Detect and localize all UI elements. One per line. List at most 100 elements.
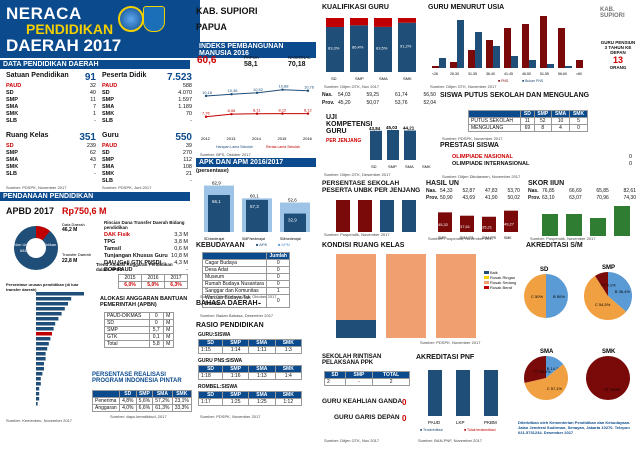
pie-slice [586,356,630,400]
iiun-prov-row: 63,10 63,07 70,96 74,30 [542,195,636,201]
persen-bar [36,292,84,296]
list-item-key: SMK [102,171,115,177]
list-item-value: 4,3 M [174,260,188,266]
trend-val-2016: 5,0% [141,281,165,289]
list-item-key: SLB [6,118,17,124]
src-rasio: Sumber: PDSPK, November 2017 [200,414,261,419]
list-item-key: SMK [102,111,115,117]
src-kualifikasi: Sumber: Ditjen GTK, Nov 2017 [324,84,380,89]
pie-slice-label: TT 100% [604,387,621,392]
value-cell: 45,20 [338,100,351,106]
persen-bar [36,302,68,306]
list-item-value: 32 [89,83,96,89]
table-cell: Desa Adat [201,266,268,274]
ukg-x-tick: SMK [422,164,431,169]
unbk-bar-chart [336,200,416,232]
ipm-point [204,115,208,118]
table-row: Penerima 4,8% 5,6% 57,2% 23,1% [92,397,193,405]
list-item-value: 11 [90,97,96,103]
peserta-total: 7.523 [166,72,192,83]
list-item-key: SMP [102,97,114,103]
list-item-value: 1.189 [178,104,192,110]
list-item-key: SMA [102,164,115,170]
ipm-point [204,94,208,98]
peserta-didik-block: Peserta Didik 7.523 PAUD 588 SD 4.070 SMP 1.59… [102,72,192,125]
value-cell: 63,10 [542,195,555,201]
footer-text: Diterbitkan oleh Kementerian Pendidikan … [518,420,631,435]
trend-val-2015: 6,0% [118,281,142,289]
ipm-nasional: 70,18 [288,61,306,68]
table-header-cell: SMP [222,365,250,373]
ukg-bar-label: 44,21 [403,126,415,131]
table-cell: SD [104,319,150,327]
donut-label-transfer: Transfer Daerah [62,252,91,257]
list-item-key: SMA [102,104,115,110]
ipm-nas-label: NASIONAL [288,55,311,60]
table-cell: M [162,333,175,341]
list-item: TPG 3,8 M [104,239,188,246]
apk-bar [246,199,268,232]
iiun-nas-row: 76,85 66,69 65,85 82,61 [542,188,636,194]
list-item-value: - [94,118,96,124]
pie-slice [584,275,627,320]
table-cell: Cagar Budaya [201,259,268,267]
hasil-bar [460,215,474,232]
table-header-cell: SMP [222,391,250,399]
table-cell: M [162,326,175,334]
table-cell: 1:17 [197,398,224,406]
pnf-x-tick: PKBM [484,420,497,425]
list-item-key: TPG [104,239,116,245]
guru-siswa-title: GURU:SISWA [198,332,231,338]
list-item-value: 112 [183,157,192,163]
putus-title: SISWA PUTUS SEKOLAH DAN MENGULANG [440,92,590,99]
pie-slice-label: B 14,3% [547,366,563,371]
usia-x-tick: 56-60 [558,72,567,76]
list-item: Tamsil 0,6 M [104,246,188,253]
value-cell: 65,85 [596,188,609,194]
pie-slice-label: B 50% [553,294,565,299]
hasil-bar-label: 37,61 [460,224,471,229]
rincian-title: Rincian Dana Transfer Daerah Bidang pend… [104,220,185,230]
table-row: Total 5,8 M [104,340,175,348]
usia-bar-bukan [439,58,446,68]
bahasa-value: - [258,298,261,308]
trend-title: Trend Alokasi Anggaran Pendidikan dalam … [96,262,173,272]
ipm-x-tick: 2016 [303,136,313,141]
table-header-cell: SD [324,371,346,379]
table-row: 2-2 [324,378,410,386]
table-row: PUTUS SEKOLAH 11 52 10 5 [467,117,588,125]
ipm-point [281,112,284,115]
pensiun-unit: ORANG [609,65,627,70]
trend-year-2017: 2017 [164,274,188,282]
hasil-prov-row: 50,90 43,69 41,90 50,02 [440,195,520,201]
table-header-cell: SMP [344,371,374,379]
pnf-title: AKREDITASI PNF [416,354,475,361]
usia-bar-bukan [493,46,500,68]
table-cell: 0 [148,319,164,327]
table-cell: 1:25 [248,398,276,406]
persen-bar [36,397,40,401]
table-cell: 4,8% [118,397,137,405]
pie-slice-label: TT 28,6% [533,369,551,374]
hasil-bar [438,212,452,232]
hasil-bar [482,216,496,232]
apk-bar-label: 52,6 [288,198,297,203]
putus-table: SD SMP SMA SMK PUTUS SEKOLAH 11 52 10 5 MENGULANG… [467,110,588,132]
ipm-line-chart: 10,16 10,36 10,52 10,88 10,76 7,76 8,06 8,11 8,1… [201,84,315,149]
table-row: PAUD-DIKMAS 0 M [104,312,175,320]
list-item: SLB - [102,118,192,125]
list-item-value: 10,8 M [171,253,188,259]
list-item: SLB - [6,171,96,178]
list-item-key: SLB [102,178,113,184]
ipm-papua-label: PAPUA [244,55,259,60]
ipm-point [255,91,259,95]
ipm-point [230,112,233,116]
apk-x-tick: SMP/sederajat [242,237,265,241]
list-item: SD 40 [6,90,96,97]
list-item-key: SD [6,90,14,96]
table-row: Museum 0 [201,273,290,281]
usia-bar-bukan [565,66,572,68]
kual-label: 83,3% [328,46,340,51]
table-cell: SMP [104,326,150,334]
persen-bar [36,312,62,316]
